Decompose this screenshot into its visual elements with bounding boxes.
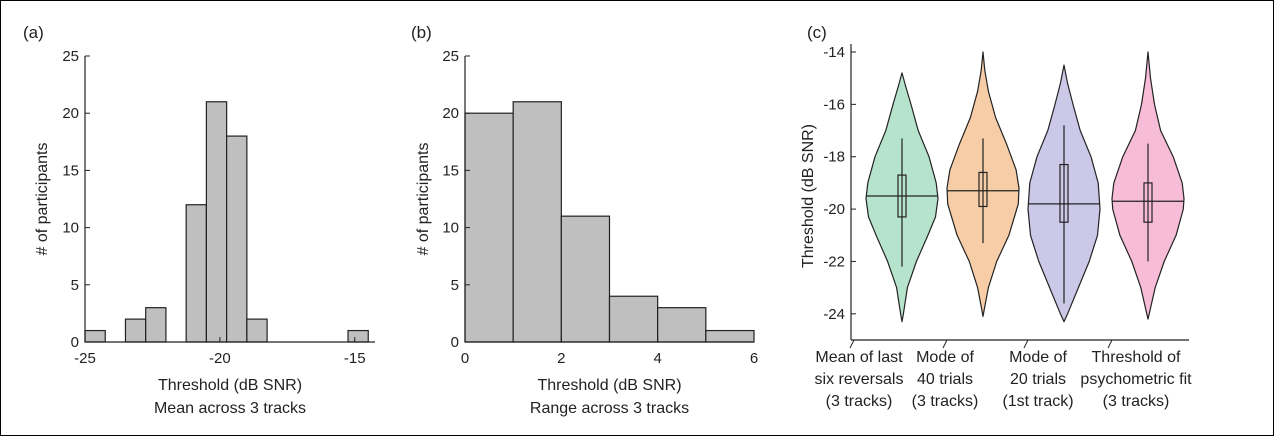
- y-tick-label: -22: [823, 253, 845, 270]
- x-tick-label: 6: [750, 350, 758, 367]
- x-axis-sublabel: Mean across 3 tracks: [154, 400, 306, 417]
- category-label: Mode of: [1009, 349, 1067, 366]
- y-tick-label: 15: [442, 162, 459, 179]
- panel-label: (c): [807, 23, 827, 42]
- y-tick-label: 20: [442, 105, 459, 122]
- y-tick-label: -18: [823, 149, 845, 166]
- histogram-bar: [657, 307, 707, 343]
- category-tick: [849, 339, 855, 349]
- y-tick-label: 5: [451, 277, 459, 294]
- y-tick-label: -16: [823, 96, 845, 113]
- panel-label: (a): [23, 23, 44, 42]
- y-tick-label: -14: [823, 44, 845, 61]
- x-tick-label: -20: [209, 350, 231, 367]
- category-label: Mode of: [916, 349, 974, 366]
- y-axis-label: # of participants: [34, 143, 51, 256]
- y-tick-label: -20: [823, 201, 845, 218]
- x-axis-label: Threshold (dB SNR): [158, 377, 302, 394]
- histogram-bar: [512, 101, 562, 343]
- x-tick-label: 2: [557, 350, 565, 367]
- histogram-bar: [560, 215, 611, 343]
- violin-iqr-box: [1059, 163, 1069, 223]
- category-label: (1st track): [1002, 393, 1073, 410]
- y-tick-label: 0: [451, 334, 459, 351]
- category-label: (3 tracks): [1103, 393, 1170, 410]
- histogram-bar: [608, 295, 659, 343]
- category-label: 40 trials: [917, 371, 973, 388]
- y-tick-label: -24: [823, 306, 845, 323]
- category-tick: [942, 339, 948, 349]
- y-axis-label: # of participants: [415, 143, 432, 256]
- histogram-bar: [185, 204, 207, 343]
- histogram-bar: [347, 329, 369, 343]
- y-tick-label: 0: [71, 334, 79, 351]
- x-axis-sublabel: Range across 3 tracks: [530, 400, 689, 417]
- category-label: (3 tracks): [826, 393, 893, 410]
- violin-iqr-box: [978, 171, 988, 208]
- x-tick-label: 4: [653, 350, 661, 367]
- panel-c: (c) -24 -22 -20 -18 -16 -14 Threshold (dB SNR) M…: [800, 23, 1192, 410]
- panel-label: (b): [411, 23, 432, 42]
- histogram-bar: [84, 329, 106, 343]
- violin-iqr-box: [1143, 182, 1153, 223]
- category-label: six reversals: [815, 371, 904, 388]
- y-axis-label: Threshold (dB SNR): [800, 124, 817, 268]
- category-label: 20 trials: [1010, 371, 1066, 388]
- x-axis-label: Threshold (dB SNR): [537, 377, 681, 394]
- histogram-bar: [226, 135, 248, 343]
- histogram-bar: [464, 112, 514, 343]
- category-label: psychometric fit: [1080, 371, 1192, 388]
- category-label: Mean of last: [815, 349, 903, 366]
- y-tick-label: 15: [62, 162, 79, 179]
- y-tick-label: 10: [442, 220, 459, 237]
- y-tick-label: 20: [62, 105, 79, 122]
- category-tick: [1107, 339, 1113, 349]
- y-tick-label: 25: [442, 48, 459, 65]
- x-tick-label: 0: [461, 350, 469, 367]
- category-label: (3 tracks): [912, 393, 979, 410]
- panel-a: (a) 0 5 10 15 20 25 -25 -20 -15 Threshold (dB SNR)…: [23, 23, 375, 417]
- histogram-bar: [246, 318, 268, 343]
- histogram-bar: [145, 307, 167, 343]
- histogram-bar: [124, 318, 147, 343]
- histogram-bar: [705, 329, 755, 343]
- y-tick-label: 25: [62, 48, 79, 65]
- category-label: Threshold of: [1092, 349, 1181, 366]
- y-tick-label: 5: [71, 277, 79, 294]
- x-tick-label: -15: [344, 350, 366, 367]
- y-tick-label: 10: [62, 220, 79, 237]
- x-tick-label: -25: [74, 350, 96, 367]
- violin-iqr-box: [897, 174, 907, 218]
- histogram-bar: [205, 101, 228, 343]
- category-tick: [1023, 339, 1029, 349]
- panel-b: (b) 0 5 10 15 20 25 0 2 4 6 Threshold (dB SNR) Range…: [411, 23, 758, 417]
